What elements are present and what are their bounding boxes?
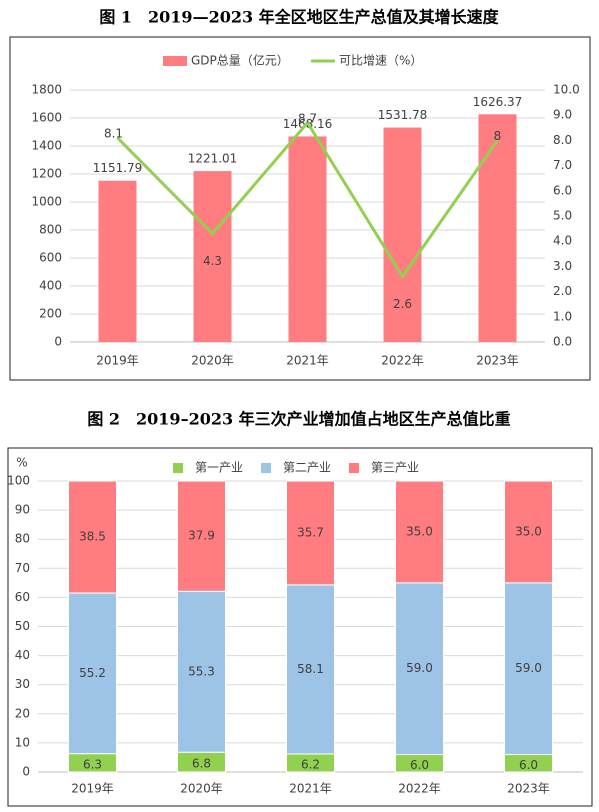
data-label: 6.0 (410, 758, 429, 772)
y2-tick-label: 10.0 (553, 83, 580, 97)
y-tick-label: 50 (15, 619, 30, 633)
y-tick-label: 70 (15, 561, 30, 575)
data-label: 35.7 (297, 525, 324, 539)
y2-tick-label: 7.0 (553, 158, 572, 172)
y2-tick-label: 6.0 (553, 183, 572, 197)
line-label: 8.1 (104, 126, 123, 140)
data-label: 6.8 (192, 757, 211, 771)
y-tick-label: 100 (7, 474, 30, 488)
legend-swatch (173, 463, 183, 473)
bar (383, 127, 422, 342)
y-tick-label: 30 (15, 677, 30, 691)
legend-label: 第三产业 (371, 461, 419, 475)
y-tick-label: 400 (39, 279, 62, 293)
bar-segment (68, 592, 117, 755)
bar (193, 171, 232, 342)
data-label: 1626.37 (473, 95, 523, 109)
y-axis-label: % (16, 456, 27, 470)
y-tick-label: 600 (39, 251, 62, 265)
y-tick-label: 0 (54, 335, 62, 349)
y-tick-label: 90 (15, 503, 30, 517)
bar (478, 114, 517, 342)
line-label: 8.7 (298, 111, 317, 125)
y2-tick-label: 5.0 (553, 209, 572, 223)
line-label: 2.6 (393, 297, 412, 311)
y-tick-label: 800 (39, 223, 62, 237)
data-label: 35.0 (515, 524, 542, 538)
data-label: 55.2 (79, 666, 106, 680)
y2-tick-label: 1.0 (553, 309, 572, 323)
bar-segment (395, 480, 444, 584)
data-label: 59.0 (406, 661, 433, 675)
x-tick-label: 2020年 (191, 354, 234, 368)
y-tick-label: 20 (15, 706, 30, 720)
y-tick-label: 1800 (31, 83, 62, 97)
data-label: 37.9 (188, 529, 215, 543)
chart-title: 图 2 2019–2023 年三次产业增加值占地区生产总值比重 (87, 410, 510, 429)
legend-label: 第二产业 (283, 461, 331, 475)
data-label: 35.0 (406, 524, 433, 538)
y-tick-label: 40 (15, 648, 30, 662)
bar-segment (177, 590, 226, 753)
data-label: 6.2 (301, 757, 320, 771)
legend-label: 第一产业 (195, 461, 243, 475)
x-tick-label: 2021年 (289, 782, 332, 796)
bar-segment (504, 582, 553, 756)
x-tick-label: 2023年 (507, 782, 550, 796)
legend-swatch (163, 56, 187, 66)
y-tick-label: 1000 (31, 195, 62, 209)
data-label: 1531.78 (378, 108, 428, 122)
y-tick-label: 0 (22, 765, 30, 779)
y2-tick-label: 0.0 (553, 335, 572, 349)
bar-segment (68, 480, 117, 594)
bar-segment (286, 584, 335, 755)
y-tick-label: 1600 (31, 111, 62, 125)
bar-segment (395, 582, 444, 756)
chart-title: 图 1 2019—2023 年全区地区生产总值及其增长速度 (99, 8, 499, 27)
data-label: 38.5 (79, 530, 106, 544)
bar-segment (504, 480, 553, 584)
data-label: 6.0 (519, 758, 538, 772)
data-label: 6.3 (83, 757, 102, 771)
bar-segment (177, 480, 226, 592)
x-tick-label: 2021年 (286, 354, 329, 368)
y-tick-label: 1200 (31, 167, 62, 181)
x-tick-label: 2023年 (476, 354, 519, 368)
bar (288, 136, 327, 342)
bar-segment (286, 480, 335, 586)
data-label: 59.0 (515, 661, 542, 675)
y2-tick-label: 3.0 (553, 259, 572, 273)
chart-frame (7, 447, 593, 807)
y2-tick-label: 9.0 (553, 108, 572, 122)
legend-label: 可比增速（%） (339, 54, 422, 68)
y-tick-label: 80 (15, 532, 30, 546)
legend-swatch (261, 463, 271, 473)
line-label: 8 (494, 129, 502, 143)
legend-label: GDP总量（亿元） (191, 53, 289, 68)
x-tick-label: 2019年 (96, 354, 139, 368)
line-label: 4.3 (203, 254, 222, 268)
x-tick-label: 2022年 (381, 354, 424, 368)
x-tick-label: 2019年 (71, 782, 114, 796)
y-tick-label: 200 (39, 307, 62, 321)
data-label: 55.3 (188, 664, 215, 678)
y2-tick-label: 4.0 (553, 234, 572, 248)
x-tick-label: 2022年 (398, 782, 441, 796)
y2-tick-label: 8.0 (553, 133, 572, 147)
y-tick-label: 10 (15, 735, 30, 749)
x-tick-label: 2020年 (180, 782, 223, 796)
data-label: 1221.01 (188, 152, 238, 166)
y2-tick-label: 2.0 (553, 284, 572, 298)
y-tick-label: 60 (15, 590, 30, 604)
chart-frame (9, 36, 591, 381)
data-label: 58.1 (297, 662, 324, 676)
line (116, 120, 499, 280)
y-tick-label: 1400 (31, 139, 62, 153)
legend-swatch (349, 463, 359, 473)
data-label: 1151.79 (93, 161, 143, 175)
bar (98, 180, 137, 342)
